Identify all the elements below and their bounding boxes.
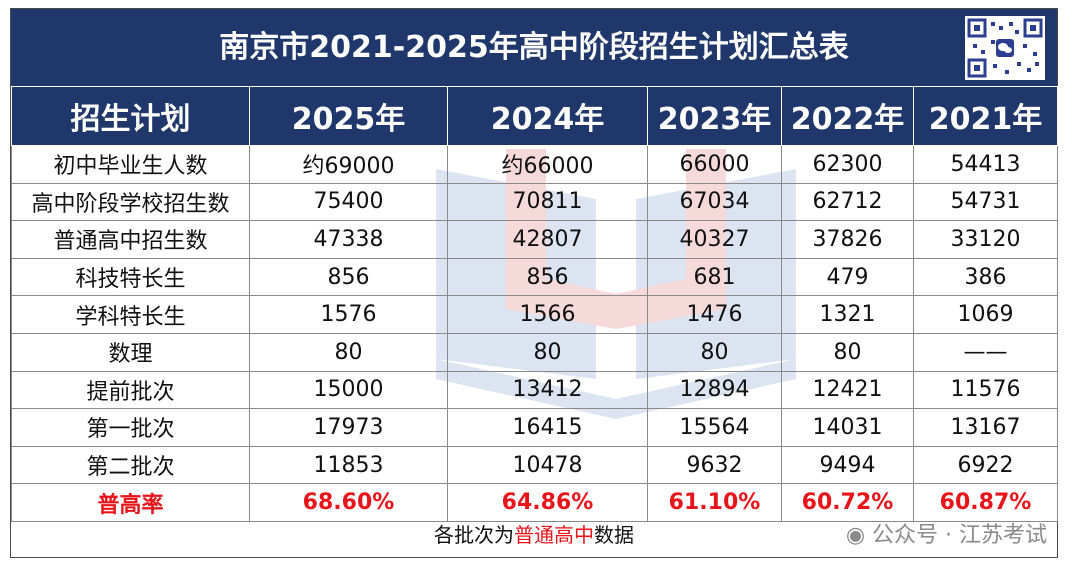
watermark-text: 公众号 · 江苏考试 <box>872 523 1047 548</box>
cell: 13412 <box>447 370 648 410</box>
cell: 6922 <box>913 445 1058 485</box>
cell: 68.60% <box>249 483 448 522</box>
cell: 856 <box>447 257 648 297</box>
row-label: 第一批次 <box>11 408 250 447</box>
cell: 15564 <box>647 408 782 447</box>
cell: 62300 <box>781 145 914 184</box>
row-label: 数理 <box>11 332 250 372</box>
cell: 54413 <box>913 145 1058 184</box>
table-frame: 南京市2021-2025年高中阶段招生计划汇总表 <box>10 8 1058 558</box>
cell: 66000 <box>647 145 782 184</box>
cell: 75400 <box>249 182 448 222</box>
cell: 17973 <box>249 408 448 447</box>
cell: 80 <box>447 332 648 372</box>
cell: 14031 <box>781 408 914 447</box>
table-row: 学科特长生 1576 1566 1476 1321 1069 <box>11 295 1058 334</box>
table-row-rate: 普高率 68.60% 64.86% 61.10% 60.72% 60.87% <box>11 483 1058 522</box>
cell: 856 <box>249 257 448 297</box>
wechat-bubble-icon: ◉ <box>845 523 866 548</box>
cell: 12421 <box>781 370 914 410</box>
row-label: 提前批次 <box>11 370 250 410</box>
row-label: 学科特长生 <box>11 295 250 334</box>
row-label: 普通高中招生数 <box>11 220 250 259</box>
cell: 约66000 <box>447 145 648 184</box>
cell: —— <box>913 332 1058 372</box>
footer-note: 各批次为普通高中数据 <box>11 514 1057 557</box>
table-row: 初中毕业生人数 约69000 约66000 66000 62300 54413 <box>11 145 1058 184</box>
cell: 60.72% <box>781 483 914 522</box>
cell: 15000 <box>249 370 448 410</box>
cell: 13167 <box>913 408 1058 447</box>
table-row: 普通高中招生数 47338 42807 40327 37826 33120 <box>11 220 1058 259</box>
table-row: 数理 80 80 80 80 —— <box>11 332 1058 372</box>
qr-code-icon <box>965 16 1045 80</box>
header-2021: 2021年 <box>913 86 1058 146</box>
header-2024: 2024年 <box>447 86 648 146</box>
cell: 62712 <box>781 182 914 222</box>
cell: 16415 <box>447 408 648 447</box>
table-row: 高中阶段学校招生数 75400 70811 67034 62712 54731 <box>11 182 1058 222</box>
header-2025: 2025年 <box>249 86 448 146</box>
cell: 1069 <box>913 295 1058 334</box>
row-label: 高中阶段学校招生数 <box>11 182 250 222</box>
cell: 80 <box>781 332 914 372</box>
cell: 80 <box>647 332 782 372</box>
cell: 70811 <box>447 182 648 222</box>
row-label: 普高率 <box>11 483 250 522</box>
footer: 各批次为普通高中数据 ◉ 公众号 · 江苏考试 <box>11 514 1057 557</box>
cell: 40327 <box>647 220 782 259</box>
cell: 479 <box>781 257 914 297</box>
cell: 42807 <box>447 220 648 259</box>
row-label: 初中毕业生人数 <box>11 145 250 184</box>
cell: 11576 <box>913 370 1058 410</box>
cell: 67034 <box>647 182 782 222</box>
table-row: 第二批次 11853 10478 9632 9494 6922 <box>11 445 1058 485</box>
cell: 47338 <box>249 220 448 259</box>
cell: 681 <box>647 257 782 297</box>
table-row: 科技特长生 856 856 681 479 386 <box>11 257 1058 297</box>
header-2023: 2023年 <box>647 86 782 146</box>
row-label: 第二批次 <box>11 445 250 485</box>
cell: 9632 <box>647 445 782 485</box>
footer-note-prefix: 各批次为 <box>434 523 514 547</box>
cell: 80 <box>249 332 448 372</box>
official-account-watermark: ◉ 公众号 · 江苏考试 <box>846 514 1047 557</box>
cell: 1566 <box>447 295 648 334</box>
table-header-row: 招生计划 2025年 2024年 2023年 2022年 2021年 <box>11 86 1058 146</box>
cell: 约69000 <box>249 145 448 184</box>
cell: 9494 <box>781 445 914 485</box>
cell: 12894 <box>647 370 782 410</box>
wechat-icon <box>996 39 1014 57</box>
page-title: 南京市2021-2025年高中阶段招生计划汇总表 <box>219 30 849 65</box>
enrollment-plan-table: 招生计划 2025年 2024年 2023年 2022年 2021年 初中毕业生… <box>11 86 1058 522</box>
header-2022: 2022年 <box>781 86 914 146</box>
cell: 1476 <box>647 295 782 334</box>
table-row: 提前批次 15000 13412 12894 12421 11576 <box>11 370 1058 410</box>
cell: 1321 <box>781 295 914 334</box>
header-plan: 招生计划 <box>11 86 250 146</box>
cell: 1576 <box>249 295 448 334</box>
cell: 54731 <box>913 182 1058 222</box>
cell: 10478 <box>447 445 648 485</box>
table-row: 第一批次 17973 16415 15564 14031 13167 <box>11 408 1058 447</box>
cell: 64.86% <box>447 483 648 522</box>
cell: 386 <box>913 257 1058 297</box>
footer-note-suffix: 数据 <box>594 523 634 547</box>
cell: 37826 <box>781 220 914 259</box>
cell: 60.87% <box>913 483 1058 522</box>
footer-note-highlight: 普通高中 <box>514 523 594 547</box>
cell: 11853 <box>249 445 448 485</box>
row-label: 科技特长生 <box>11 257 250 297</box>
cell: 33120 <box>913 220 1058 259</box>
title-bar: 南京市2021-2025年高中阶段招生计划汇总表 <box>11 9 1057 86</box>
